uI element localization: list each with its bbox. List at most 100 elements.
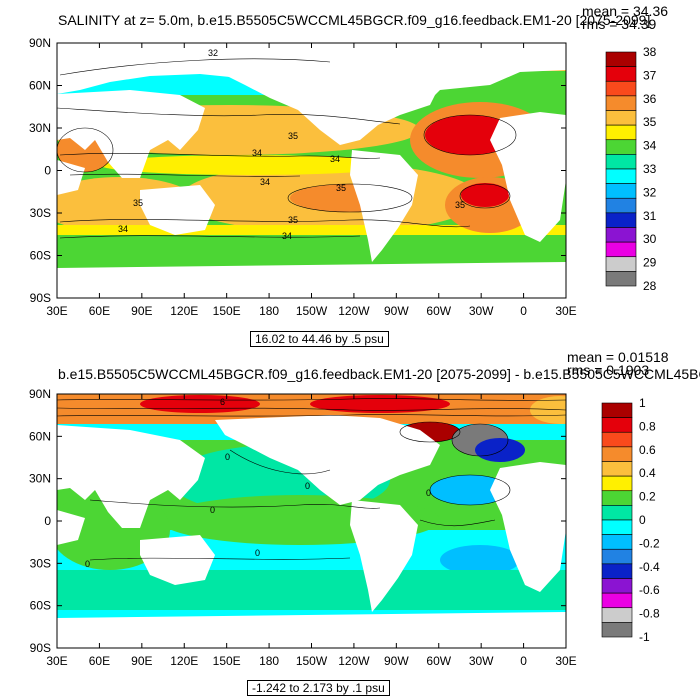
panel2-contours [57,398,566,561]
colorbar-swatch [605,197,637,214]
panel2-nordic-negative-2 [475,438,525,462]
panel2-contour-10 [399,421,461,443]
panel1-land-asia-south [57,90,205,178]
y-tick-label: 90S [30,641,51,655]
colorbar-swatch [605,227,637,243]
colorbar-label: -0.6 [639,583,660,597]
colorbar-label: 32 [643,185,657,199]
panel2-land-asia-south [57,425,205,528]
x-tick-label: 90E [131,304,152,318]
x-tick-label: 120W [338,304,370,318]
colorbar-label: 29 [643,256,657,270]
panel1-land-north-america [215,55,440,145]
y-tick-label: 60N [29,79,51,93]
x-tick-label: 90W [384,654,409,668]
x-tick-label: 30E [555,304,576,318]
panel2-axes: 30E 60E 90E 120E 150E 180 150W 120W 90W 60W 30W 0 30… [29,387,577,668]
panel2-southern-band [57,570,566,610]
y-tick-label: 30S [30,556,51,570]
colorbar-swatch [605,271,637,287]
panel2-contour-1 [57,398,566,401]
panel2-contour-label: 0 [210,505,215,515]
colorbar-label: 30 [643,232,657,246]
colorbar-label: 0.6 [639,443,656,457]
colorbar-swatch [601,592,633,609]
y-tick-label: 0 [44,164,51,178]
colorbar-swatch [601,461,633,477]
panel1-mean: mean = 34.36 [582,3,669,19]
y-tick-label: 60S [30,249,51,263]
panel2-arctic-max-2 [310,395,450,413]
panel2-kara-positive [530,396,566,424]
panel1-contour-5 [59,235,361,239]
x-tick-label: 180 [259,654,279,668]
y-tick-label: 90S [30,291,51,305]
panel1-land-south-america [350,150,418,262]
panel1-contour-label: 34 [260,177,270,187]
x-tick-label: 120E [170,654,198,668]
x-tick-label: 0 [520,304,527,318]
panel2-contour-9 [451,423,509,457]
x-tick-label: 30E [555,654,576,668]
panel1-eq-pacific-low [100,155,400,175]
x-tick-label: 60E [89,304,110,318]
panel2-colorbar: 1 0.8 0.6 0.4 0.2 0 -0.2 -0.4 -0.6 -0.8 -1 [601,396,660,644]
panel1-contour-label: 35 [336,183,346,193]
x-tick-label: 120E [170,304,198,318]
panel1-contour-label: 34 [282,231,292,241]
colorbar-swatch [601,563,633,579]
x-tick-label: 90W [384,304,409,318]
panel1-contour-label: 34 [252,148,262,158]
y-tick-label: 90N [29,36,51,50]
colorbar-swatch [605,183,637,199]
panel1-land [57,43,566,298]
x-tick-label: 180 [259,304,279,318]
panel2-contour-label: 0 [225,452,230,462]
panel2-contour-6 [89,557,351,561]
colorbar-label: 0.2 [639,490,656,504]
panel2-contour-7 [419,519,496,527]
colorbar-swatch [601,578,633,594]
colorbar-label: 35 [643,115,657,129]
colorbar-swatch [601,446,633,462]
x-tick-label: 150W [296,304,328,318]
colorbar-label: -0.8 [639,607,660,621]
panel1-contour-label: 35 [133,198,143,208]
panel1-range-note: 16.02 to 44.46 by .5 psu [250,331,389,347]
panel1-contour-label: 35 [288,215,298,225]
panel1-contour-label: 35 [288,131,298,141]
panel2-contour-labels: 6 0 0 0 0 0 0 [85,397,431,569]
panel1-contour-labels: 32 35 34 34 35 34 35 35 34 35 34 [118,48,465,241]
colorbar-swatch [605,256,637,272]
y-tick-label: 60N [29,429,51,443]
colorbar-swatch [601,431,633,448]
colorbar-label: 33 [643,162,657,176]
colorbar-label: 0 [639,513,646,527]
colorbar-label: -1 [639,630,650,644]
panel1-colorbar: 38 37 36 35 34 33 32 31 30 29 28 [605,45,657,293]
panel2-mean: mean = 0.01518 [567,349,669,365]
colorbar-label: 36 [643,92,657,106]
colorbar-swatch [605,80,637,97]
colorbar-swatch [605,241,637,258]
x-tick-label: 120W [338,654,370,668]
panel2-contour-3 [57,414,566,417]
colorbar-swatch [605,212,637,228]
colorbar-label: 28 [643,279,657,293]
panel1-contour-10 [57,127,114,173]
y-tick-label: 90N [29,387,51,401]
panel2-contour-label: 0 [85,559,90,569]
panel2-land-south-america [350,500,418,612]
colorbar-swatch [605,95,637,111]
colorbar-label: -0.2 [639,536,660,550]
panel2-land-africa-west [57,510,85,545]
colorbar-swatch [601,417,633,433]
panel2-map: 6 0 0 0 0 0 0 [57,394,566,648]
panel2-land [57,415,566,648]
panel1-southern-belt [57,225,566,235]
panel1-contour-8 [423,114,517,156]
colorbar-swatch [601,475,633,492]
panel2-land-north-america [215,415,440,505]
panel2-contour-label: 6 [220,397,225,407]
panel1-land-antarctica [57,262,566,298]
